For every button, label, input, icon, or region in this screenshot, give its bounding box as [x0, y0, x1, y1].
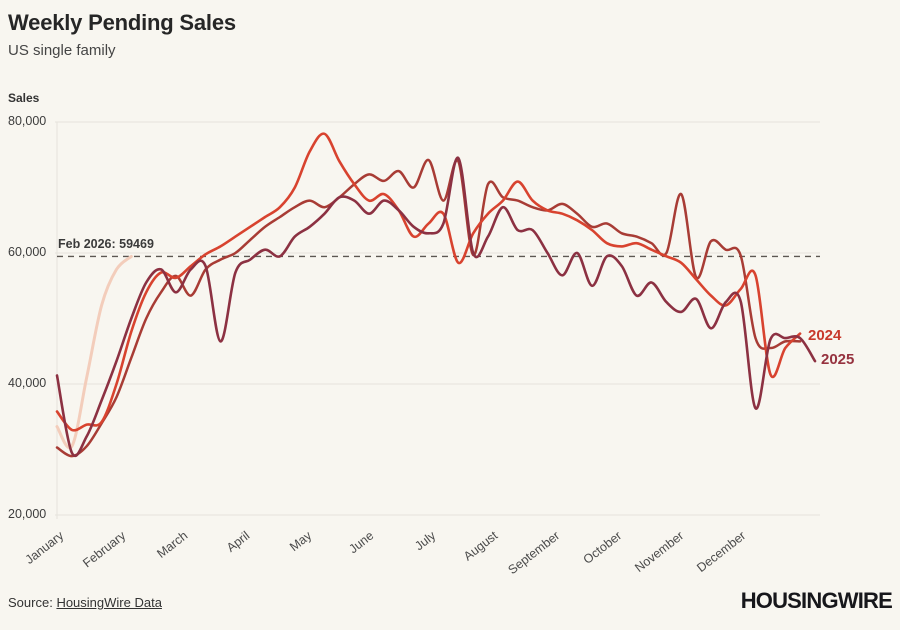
y-axis-title: Sales	[8, 91, 40, 105]
source-link[interactable]: HousingWire Data	[56, 595, 162, 610]
series-line-2023	[55, 158, 802, 458]
series-label-2025: 2025	[821, 351, 855, 368]
y-tick-label: 80,000	[8, 114, 47, 128]
y-tick-label: 60,000	[8, 245, 47, 259]
y-tick-label: 40,000	[8, 376, 47, 390]
source-prefix: Source:	[8, 595, 53, 610]
reference-line-label: Feb 2026: 59469	[58, 237, 154, 251]
y-tick-label: 20,000	[8, 507, 47, 521]
housingwire-logo: HOUSINGWIRE	[740, 588, 893, 613]
series-line-2025	[55, 156, 817, 458]
page-subtitle: US single family	[8, 42, 116, 59]
page-title: Weekly Pending Sales	[8, 10, 236, 35]
series-line-2024	[55, 132, 802, 432]
series-label-2024: 2024	[808, 327, 842, 344]
source-line: Source: HousingWire Data	[8, 595, 162, 610]
